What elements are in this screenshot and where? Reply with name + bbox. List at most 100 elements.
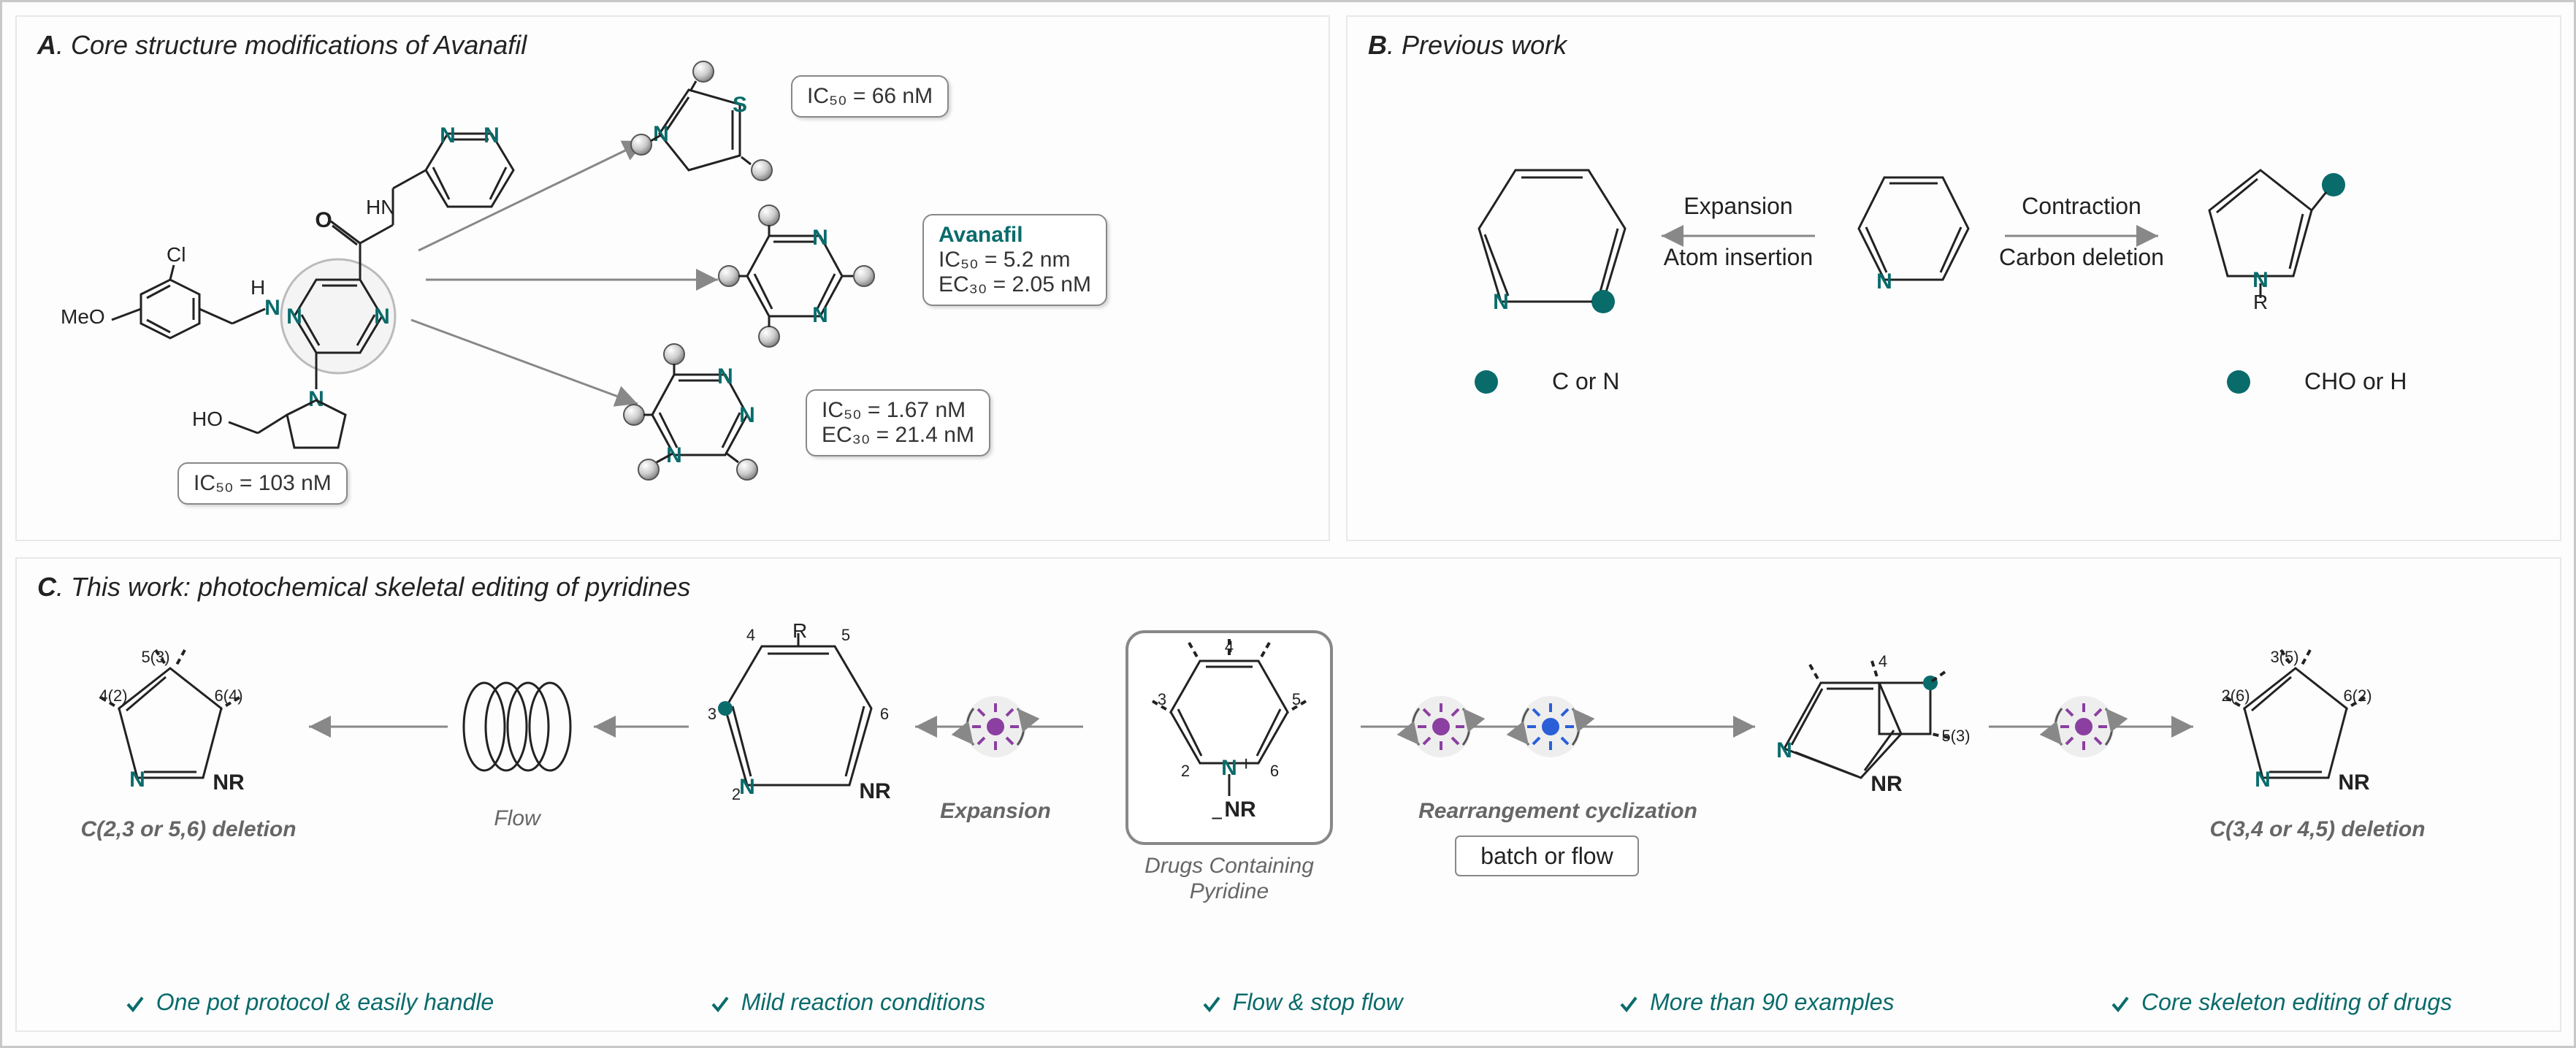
bi-53: 5(3) [1941,727,1970,745]
core-n1: N [286,305,302,329]
panel-b-title-text: . Previous work [1387,30,1567,60]
ho-label: HO [192,408,223,430]
triazine-ic: IC₅₀ = 1.67 nM [822,398,974,423]
azepine-dot [1591,290,1615,313]
pl-n1: N [129,768,145,792]
pl-64: 6(4) [214,686,242,705]
tri-n1: N [717,364,733,389]
diaz-4: 4 [746,626,755,644]
diaz-n1: N [739,775,755,799]
panel-b-svg: N Expansion Atom insertion N Contraction… [1348,68,2563,535]
diaz-5: 5 [841,626,850,644]
ava-n2: N [812,303,828,327]
avanafil-ec: EC₃₀ = 2.05 nM [939,272,1091,297]
arrow-to-triazine [411,320,638,404]
cp-nr: NR [1224,798,1256,822]
svg-text:6: 6 [1270,762,1279,780]
legend-row: One pot protocol & easily handle Mild re… [17,989,2560,1016]
right-del-label: C(3,4 or 4,5) deletion [2209,817,2425,841]
thiazole-scaffold: S N [631,61,772,180]
pyrimidine-scaffold: N N [719,205,874,347]
pyrrole: N R [2209,170,2345,313]
azepine-n: N [1493,290,1509,314]
diaz-3: 3 [708,705,716,723]
light-icon-purple-1 [965,696,1026,757]
svg-text:3: 3 [1158,690,1166,708]
ava-n1: N [812,226,828,250]
avanafil-name: Avanafil [939,223,1091,248]
flow-label: Flow [494,806,542,830]
pyridine-center: N [1859,177,1968,294]
arrow-to-thiazole [418,141,645,250]
pr-62: 6(2) [2343,686,2371,705]
svg-text:4: 4 [1225,638,1234,656]
figure-root: A. Core structure modifications of Avana… [0,0,2576,1048]
legend-item-4: Core skeleton editing of drugs [2110,989,2452,1016]
legend-item-2: Flow & stop flow [1201,989,1403,1016]
panel-b-title: B. Previous work [1368,30,2560,61]
core-n2: N [374,305,390,329]
legend-item-3: More than 90 examples [1618,989,1894,1016]
pr-35: 3(5) [2270,648,2298,666]
panel-c: C. This work: photochemical skeletal edi… [15,557,2561,1032]
light-icon-purple-2 [1410,696,1472,757]
o-label: O [315,208,332,232]
diaz-6: 6 [880,705,889,723]
cp-minus: − [1211,807,1223,830]
tri-n2: N [739,403,755,427]
cp-plus: + [1240,752,1252,775]
bi-nr: NR [1870,772,1903,796]
bi-n1: N [1776,738,1792,762]
expansion-label: Expansion [1683,193,1792,219]
triazine-scaffold: N N N [624,344,757,480]
meo-label: MeO [61,305,105,328]
thiazole-s: S [733,93,747,117]
center-pyridinium: N + NR − 2 3 4 5 6 [1127,632,1331,844]
pl-42: 4(2) [99,686,127,705]
atom-insertion-label: Atom insertion [1664,244,1813,270]
triazine-box: IC₅₀ = 1.67 nM EC₃₀ = 21.4 nM [806,389,990,456]
bicyclic: N NR 4 5(3) [1776,652,1970,796]
legend-right-text: CHO or H [2304,368,2407,394]
avanafil-ic: IC₅₀ = 5.2 nm [939,248,1091,272]
avanafil-core: MeO Cl H N [61,123,513,448]
light-icon-purple-3 [2053,696,2114,757]
svg-text:2: 2 [1181,762,1190,780]
legend-dot-right [2227,370,2250,394]
expansion-c-label: Expansion [940,799,1051,823]
center-label1: Drugs Containing [1144,854,1314,878]
legend-text-1: Mild reaction conditions [741,989,985,1015]
triazine-ec: EC₃₀ = 21.4 nM [822,423,974,448]
carbon-deletion-label: Carbon deletion [1999,244,2164,270]
diaz-r: R [792,619,807,642]
avanafil-box: Avanafil IC₅₀ = 5.2 nm EC₃₀ = 2.05 nM [922,214,1107,306]
legend-text-2: Flow & stop flow [1233,989,1403,1015]
cl-label: Cl [167,243,186,266]
pl-53: 5(3) [141,648,169,666]
legend-text-4: Core skeleton editing of drugs [2141,989,2452,1015]
left-del-label: C(2,3 or 5,6) deletion [80,817,296,841]
center-label2: Pyridine [1190,879,1269,903]
thiazole-n: N [653,122,669,146]
legend-item-0: One pot protocol & easily handle [125,989,494,1016]
diaz-2: 2 [732,785,741,803]
ic-core-box: IC₅₀ = 103 nM [177,462,348,505]
pyrazole-right: N NR 2(6) 3(5) 6(2) [2221,648,2371,795]
legend-text-3: More than 90 examples [1650,989,1894,1015]
diazepine: N NR 3 4 R 5 6 2 [708,619,891,803]
rearr-label: Rearrangement cyclization [1418,799,1697,823]
panel-b: B. Previous work N Expansion Atom i [1346,15,2561,541]
ic-thiazole-text: IC₅₀ = 66 nM [807,84,933,108]
hn-label: HN [366,196,395,218]
nh-label: H [251,276,265,299]
pyrim-n1: N [440,123,456,148]
legend-item-1: Mild reaction conditions [710,989,985,1016]
pr-n1: N [2255,768,2271,792]
flow-coil [464,683,570,770]
panel-c-svg: N NR 4(2) 5(3) 6(4) C(2,3 or 5,6) deleti… [17,595,2563,1004]
pyrazole-left: N NR 4(2) 5(3) 6(4) [99,648,245,795]
svg-text:5: 5 [1292,690,1301,708]
panel-a: A. Core structure modifications of Avana… [15,15,1330,541]
diaz-nr: NR [859,779,891,803]
legend-left-text: C or N [1552,368,1619,394]
